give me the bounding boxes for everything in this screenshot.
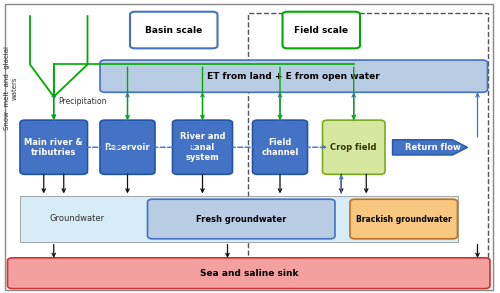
FancyBboxPatch shape (100, 60, 487, 92)
Text: Fresh groundwater: Fresh groundwater (196, 214, 286, 224)
Text: Sea and saline sink: Sea and saline sink (200, 269, 298, 278)
FancyBboxPatch shape (350, 199, 458, 239)
FancyBboxPatch shape (20, 120, 87, 174)
FancyArrow shape (392, 140, 468, 155)
Text: Field
channel: Field channel (262, 137, 298, 157)
Text: Reservoir: Reservoir (104, 143, 150, 152)
FancyBboxPatch shape (20, 196, 458, 242)
Text: Groundwater: Groundwater (50, 214, 105, 223)
FancyBboxPatch shape (8, 258, 490, 289)
Text: Snow  melt  and  glacial
waters: Snow melt and glacial waters (4, 46, 18, 130)
Text: Basin scale: Basin scale (145, 25, 203, 35)
FancyBboxPatch shape (148, 199, 335, 239)
Text: Precipitation: Precipitation (58, 97, 107, 105)
Text: Main river &
tributries: Main river & tributries (24, 137, 83, 157)
Text: Return flow: Return flow (404, 143, 460, 152)
FancyBboxPatch shape (282, 12, 360, 48)
Text: Field scale: Field scale (294, 25, 348, 35)
FancyBboxPatch shape (172, 120, 233, 174)
FancyBboxPatch shape (130, 12, 218, 48)
Text: ET from land + E from open water: ET from land + E from open water (208, 72, 380, 81)
FancyBboxPatch shape (252, 120, 308, 174)
FancyBboxPatch shape (100, 120, 155, 174)
Text: Brackish groundwater: Brackish groundwater (356, 214, 452, 224)
Text: River and
canal
system: River and canal system (180, 132, 225, 162)
Text: Crop field: Crop field (330, 143, 377, 152)
FancyBboxPatch shape (322, 120, 385, 174)
